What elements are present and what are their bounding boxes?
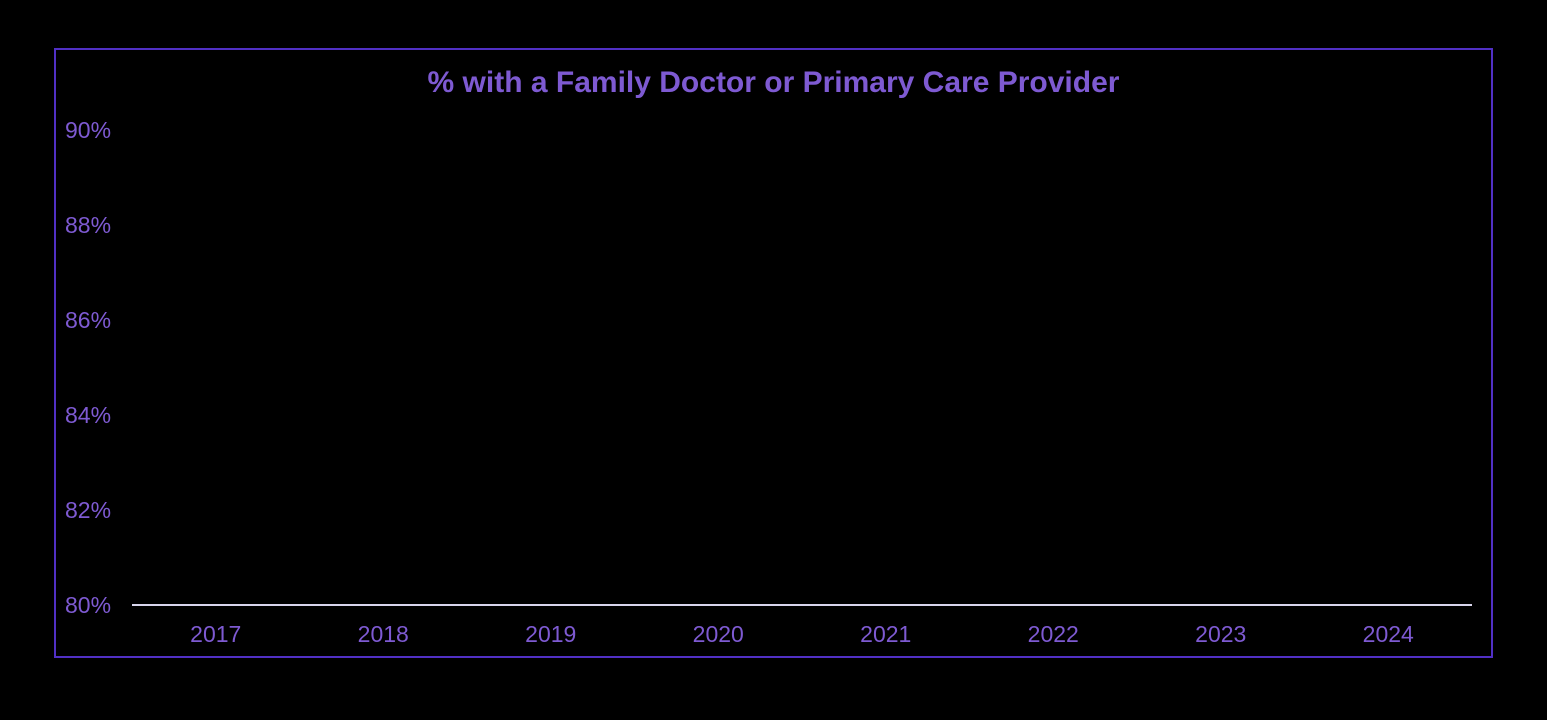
x-axis-tick-label-2023: 2023 [1195, 621, 1247, 647]
y-axis-tick-label-80: 80% [65, 592, 112, 618]
x-axis-tick-label-2021: 2021 [860, 621, 912, 647]
chart-title: % with a Family Doctor or Primary Care P… [427, 66, 1120, 99]
x-axis-tick-label-2020: 2020 [692, 621, 744, 647]
x-axis-tick-label-2022: 2022 [1027, 621, 1079, 647]
x-axis-line [132, 604, 1472, 606]
y-axis-tick-label-86: 86% [65, 307, 112, 333]
y-axis-tick-label-82: 82% [65, 497, 112, 523]
y-axis-tick-label-84: 84% [65, 402, 112, 428]
x-axis-tick-label-2017: 2017 [190, 621, 242, 647]
chart-panel: % with a Family Doctor or Primary Care P… [54, 48, 1493, 658]
x-axis-tick-label-2019: 2019 [525, 621, 577, 647]
y-axis-tick-label-88: 88% [65, 212, 112, 238]
y-axis-tick-label-90: 90% [65, 117, 112, 143]
x-axis-tick-label-2024: 2024 [1362, 621, 1414, 647]
plot-area [132, 130, 1472, 604]
x-axis-tick-label-2018: 2018 [357, 621, 409, 647]
x-axis: 2017 2018 2019 2020 2021 2022 2023 2024 [132, 621, 1472, 647]
